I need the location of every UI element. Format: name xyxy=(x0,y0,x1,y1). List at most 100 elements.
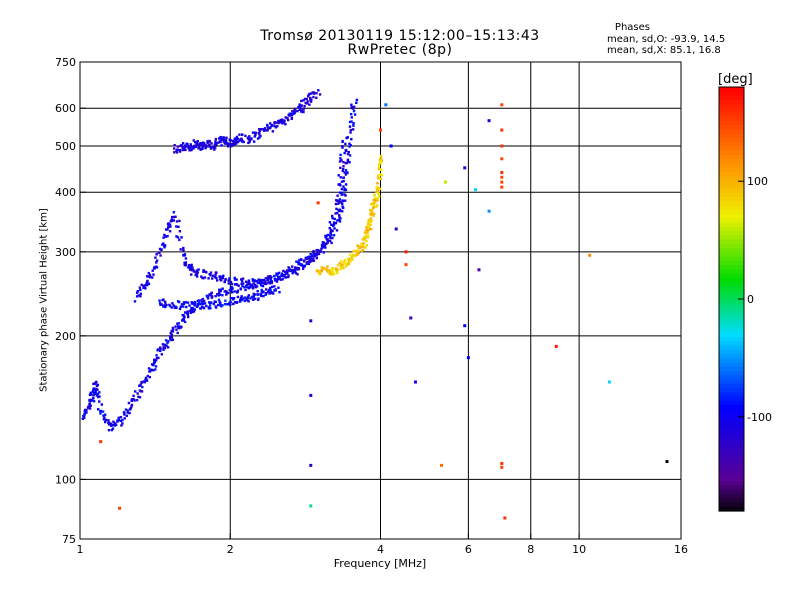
data-point xyxy=(136,289,140,293)
data-point xyxy=(344,168,348,172)
data-point xyxy=(350,137,353,141)
data-point xyxy=(148,375,152,379)
data-point xyxy=(270,285,274,289)
data-point xyxy=(197,146,201,150)
data-point xyxy=(119,416,123,419)
data-point xyxy=(182,302,186,306)
data-point xyxy=(375,198,378,202)
data-point xyxy=(152,266,156,270)
data-point xyxy=(184,264,187,267)
data-point xyxy=(296,266,299,270)
data-point xyxy=(356,253,359,256)
data-point xyxy=(190,263,193,267)
data-point xyxy=(175,235,178,238)
data-point xyxy=(317,270,320,273)
data-point xyxy=(202,269,205,272)
data-point xyxy=(266,123,269,127)
data-point xyxy=(192,309,196,313)
data-point xyxy=(340,187,344,191)
data-point xyxy=(135,398,139,402)
data-point xyxy=(377,167,381,171)
data-point xyxy=(212,302,216,306)
colorbar-band xyxy=(719,248,744,253)
data-point xyxy=(181,319,185,322)
data-point xyxy=(253,131,257,134)
data-point xyxy=(226,145,230,148)
data-point xyxy=(164,305,167,309)
data-point xyxy=(264,288,268,291)
data-point xyxy=(161,343,165,346)
colorbar-band xyxy=(719,468,744,474)
x-tick-label: 10 xyxy=(572,543,586,556)
data-point xyxy=(215,276,218,280)
data-point xyxy=(233,141,236,144)
data-point xyxy=(354,250,357,253)
data-point xyxy=(376,188,379,191)
data-point xyxy=(236,137,240,141)
data-point xyxy=(500,103,504,107)
data-point xyxy=(339,157,342,160)
data-point xyxy=(366,222,370,226)
data-point xyxy=(183,320,187,324)
data-point xyxy=(263,127,266,131)
data-point xyxy=(123,413,126,416)
data-point xyxy=(328,239,332,243)
data-point xyxy=(256,290,259,293)
data-point xyxy=(178,219,181,223)
data-point xyxy=(257,131,261,135)
data-point xyxy=(278,271,281,275)
data-point xyxy=(291,110,294,113)
data-point xyxy=(256,293,260,296)
data-point xyxy=(191,302,194,305)
data-point xyxy=(293,270,296,273)
data-point xyxy=(186,315,190,319)
data-point xyxy=(242,297,245,300)
data-point xyxy=(324,236,327,239)
data-point xyxy=(349,112,353,116)
data-point xyxy=(89,399,92,402)
data-point xyxy=(103,413,107,416)
data-point xyxy=(306,102,309,105)
colorbar-band xyxy=(719,167,744,173)
data-point xyxy=(340,159,343,162)
data-point xyxy=(503,516,507,520)
data-point xyxy=(309,252,312,256)
data-point xyxy=(329,228,333,232)
data-point xyxy=(214,137,218,141)
data-point xyxy=(312,249,315,253)
data-point xyxy=(214,142,218,145)
data-point xyxy=(193,304,196,307)
phase-stats-o: mean, sd,O: -93.9, 14.5 xyxy=(607,34,726,45)
data-point xyxy=(149,275,152,279)
data-point xyxy=(240,298,243,302)
data-point xyxy=(189,309,192,313)
data-point xyxy=(358,245,362,248)
data-point xyxy=(255,285,259,288)
data-point xyxy=(312,95,315,99)
data-point xyxy=(258,136,261,139)
data-point xyxy=(121,422,124,425)
colorbar-band xyxy=(719,506,744,512)
data-point xyxy=(135,295,139,298)
data-point xyxy=(146,374,150,378)
data-point xyxy=(404,263,408,267)
data-point xyxy=(349,131,352,134)
data-point xyxy=(99,409,103,413)
data-point xyxy=(308,103,311,106)
data-point xyxy=(314,252,317,256)
colorbar-band xyxy=(719,443,744,448)
data-point xyxy=(359,246,362,250)
data-point xyxy=(222,138,225,142)
y-tick-label: 200 xyxy=(55,330,76,343)
data-point xyxy=(342,179,345,183)
data-point xyxy=(308,260,311,264)
data-point xyxy=(341,169,345,173)
data-point xyxy=(176,331,179,335)
data-point xyxy=(145,379,149,382)
data-point xyxy=(120,424,123,427)
data-point xyxy=(223,290,226,293)
colorbar-band xyxy=(719,328,744,334)
data-point xyxy=(361,248,365,252)
data-point xyxy=(338,191,342,194)
colorbar-band xyxy=(719,146,744,152)
